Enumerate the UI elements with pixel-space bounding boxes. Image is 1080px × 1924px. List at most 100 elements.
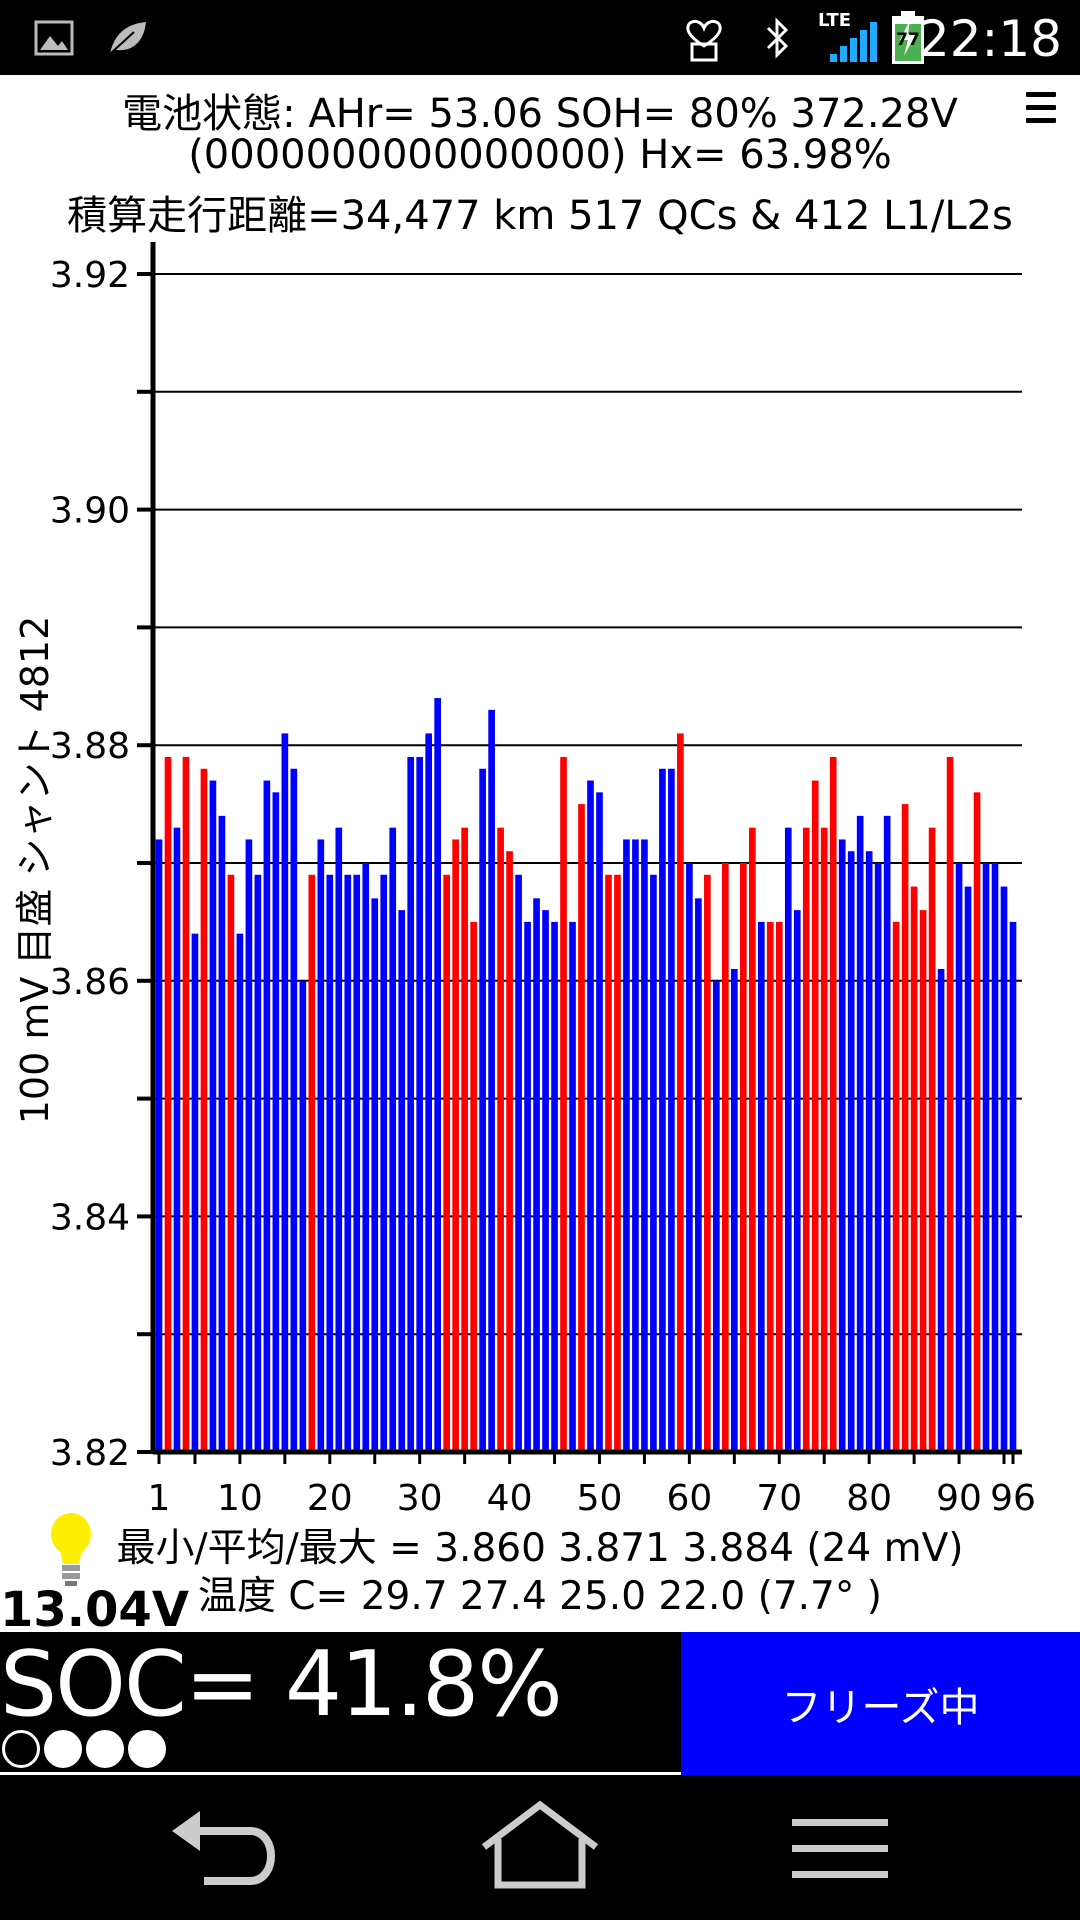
bar: [883, 815, 891, 1452]
soc-dot: [86, 1730, 124, 1768]
home-icon: [481, 1800, 599, 1889]
recent-apps-button[interactable]: [740, 1775, 940, 1920]
x-tick-label: 20: [307, 1478, 353, 1519]
bar: [937, 969, 945, 1452]
bar: [847, 851, 855, 1452]
bar: [524, 921, 531, 1452]
soc-dot: [128, 1730, 166, 1768]
bar: [964, 886, 972, 1452]
bar: [829, 756, 837, 1452]
bar: [290, 768, 298, 1452]
bar: [704, 874, 711, 1452]
bar: [200, 768, 208, 1452]
network-type: LTE: [818, 10, 852, 31]
y-tick-label: 3.88: [50, 726, 130, 767]
x-tick-label: 50: [577, 1478, 623, 1519]
back-icon: [172, 1811, 275, 1885]
bar: [299, 980, 307, 1452]
bar: [775, 921, 783, 1452]
bar: [227, 874, 235, 1452]
bar: [551, 921, 558, 1452]
bar: [479, 768, 486, 1452]
bar: [811, 780, 819, 1452]
x-tick-label: 40: [487, 1478, 533, 1519]
signal-icon: [830, 22, 877, 62]
y-tick-label: 3.82: [50, 1433, 130, 1474]
chart-bars: [155, 698, 1017, 1452]
bar: [757, 921, 765, 1452]
x-tick-label: 60: [666, 1478, 712, 1519]
y-tick-label: 3.92: [50, 255, 130, 296]
bar: [389, 827, 397, 1452]
bar: [398, 910, 406, 1452]
bar: [173, 827, 181, 1452]
y-tick-label: 3.84: [50, 1197, 130, 1238]
bar: [272, 792, 280, 1452]
bar: [263, 780, 271, 1452]
navigation-bar: [0, 1775, 1080, 1920]
bar: [695, 898, 702, 1452]
bar: [317, 839, 325, 1452]
lightbulb-icon: [51, 1513, 91, 1586]
bar: [820, 827, 828, 1452]
bar: [865, 851, 873, 1452]
soc-dot: [44, 1730, 82, 1768]
temperature-stats: 温度 C= 29.7 27.4 25.0 22.0 (7.7° ): [198, 1574, 882, 1619]
bar: [892, 921, 900, 1452]
bar: [748, 827, 756, 1452]
bar: [910, 886, 918, 1452]
battery-header: 電池状態: AHr= 53.06 SOH= 80% 372.28V (00000…: [0, 75, 1080, 239]
bar: [236, 933, 244, 1452]
bar: [461, 827, 468, 1452]
voltage-stats: 最小/平均/最大 = 3.860 3.871 3.884 (24 mV): [116, 1526, 964, 1571]
bar: [245, 839, 253, 1452]
battery-icon: [892, 11, 924, 64]
home-button[interactable]: [440, 1775, 640, 1920]
bar: [641, 839, 648, 1452]
x-tick-label: 80: [846, 1478, 892, 1519]
heart-battery-icon: [686, 20, 722, 62]
y-axis-label: 100 mV 目盛 シャント 4812: [13, 616, 57, 1125]
menu-icon[interactable]: [1026, 92, 1056, 128]
bar: [281, 733, 289, 1452]
soc-dot: [2, 1730, 40, 1768]
battery-hx-line: (0000000000000000) Hx= 63.98%: [188, 132, 892, 178]
chart-axes: [137, 242, 1022, 1464]
bar: [596, 792, 603, 1452]
bar: [722, 863, 729, 1452]
bluetooth-icon: [766, 17, 789, 59]
y-tick-label: 3.90: [50, 491, 130, 532]
back-button[interactable]: [130, 1775, 330, 1920]
bar: [973, 792, 981, 1452]
bar: [506, 851, 513, 1452]
x-tick-labels: 1 10 20 30 40 50 60 70 80 90 96: [148, 1478, 1036, 1519]
bar: [614, 874, 621, 1452]
freeze-button[interactable]: フリーズ中: [681, 1632, 1080, 1775]
bar: [731, 969, 738, 1452]
y-tick-label: 3.86: [50, 962, 130, 1003]
bar: [686, 863, 693, 1452]
bar: [209, 780, 217, 1452]
bar: [1000, 886, 1008, 1452]
bar: [416, 756, 424, 1452]
bar: [955, 863, 963, 1452]
aux-battery-voltage: 13.04V: [0, 1582, 189, 1638]
bar: [569, 921, 576, 1452]
x-tick-label: 90: [936, 1478, 982, 1519]
bar: [488, 709, 495, 1452]
bar: [650, 874, 657, 1452]
bar: [901, 804, 909, 1452]
bar: [991, 863, 999, 1452]
battery-level: 77: [896, 30, 920, 50]
bar: [856, 815, 864, 1452]
x-tick-label: 1: [148, 1478, 171, 1519]
bar: [371, 898, 379, 1452]
bar: [766, 921, 774, 1452]
bar: [784, 827, 792, 1452]
bar: [335, 827, 343, 1452]
bar: [802, 827, 810, 1452]
bar: [677, 733, 684, 1452]
bar: [191, 933, 199, 1452]
bar: [560, 756, 567, 1452]
bar: [515, 874, 522, 1452]
